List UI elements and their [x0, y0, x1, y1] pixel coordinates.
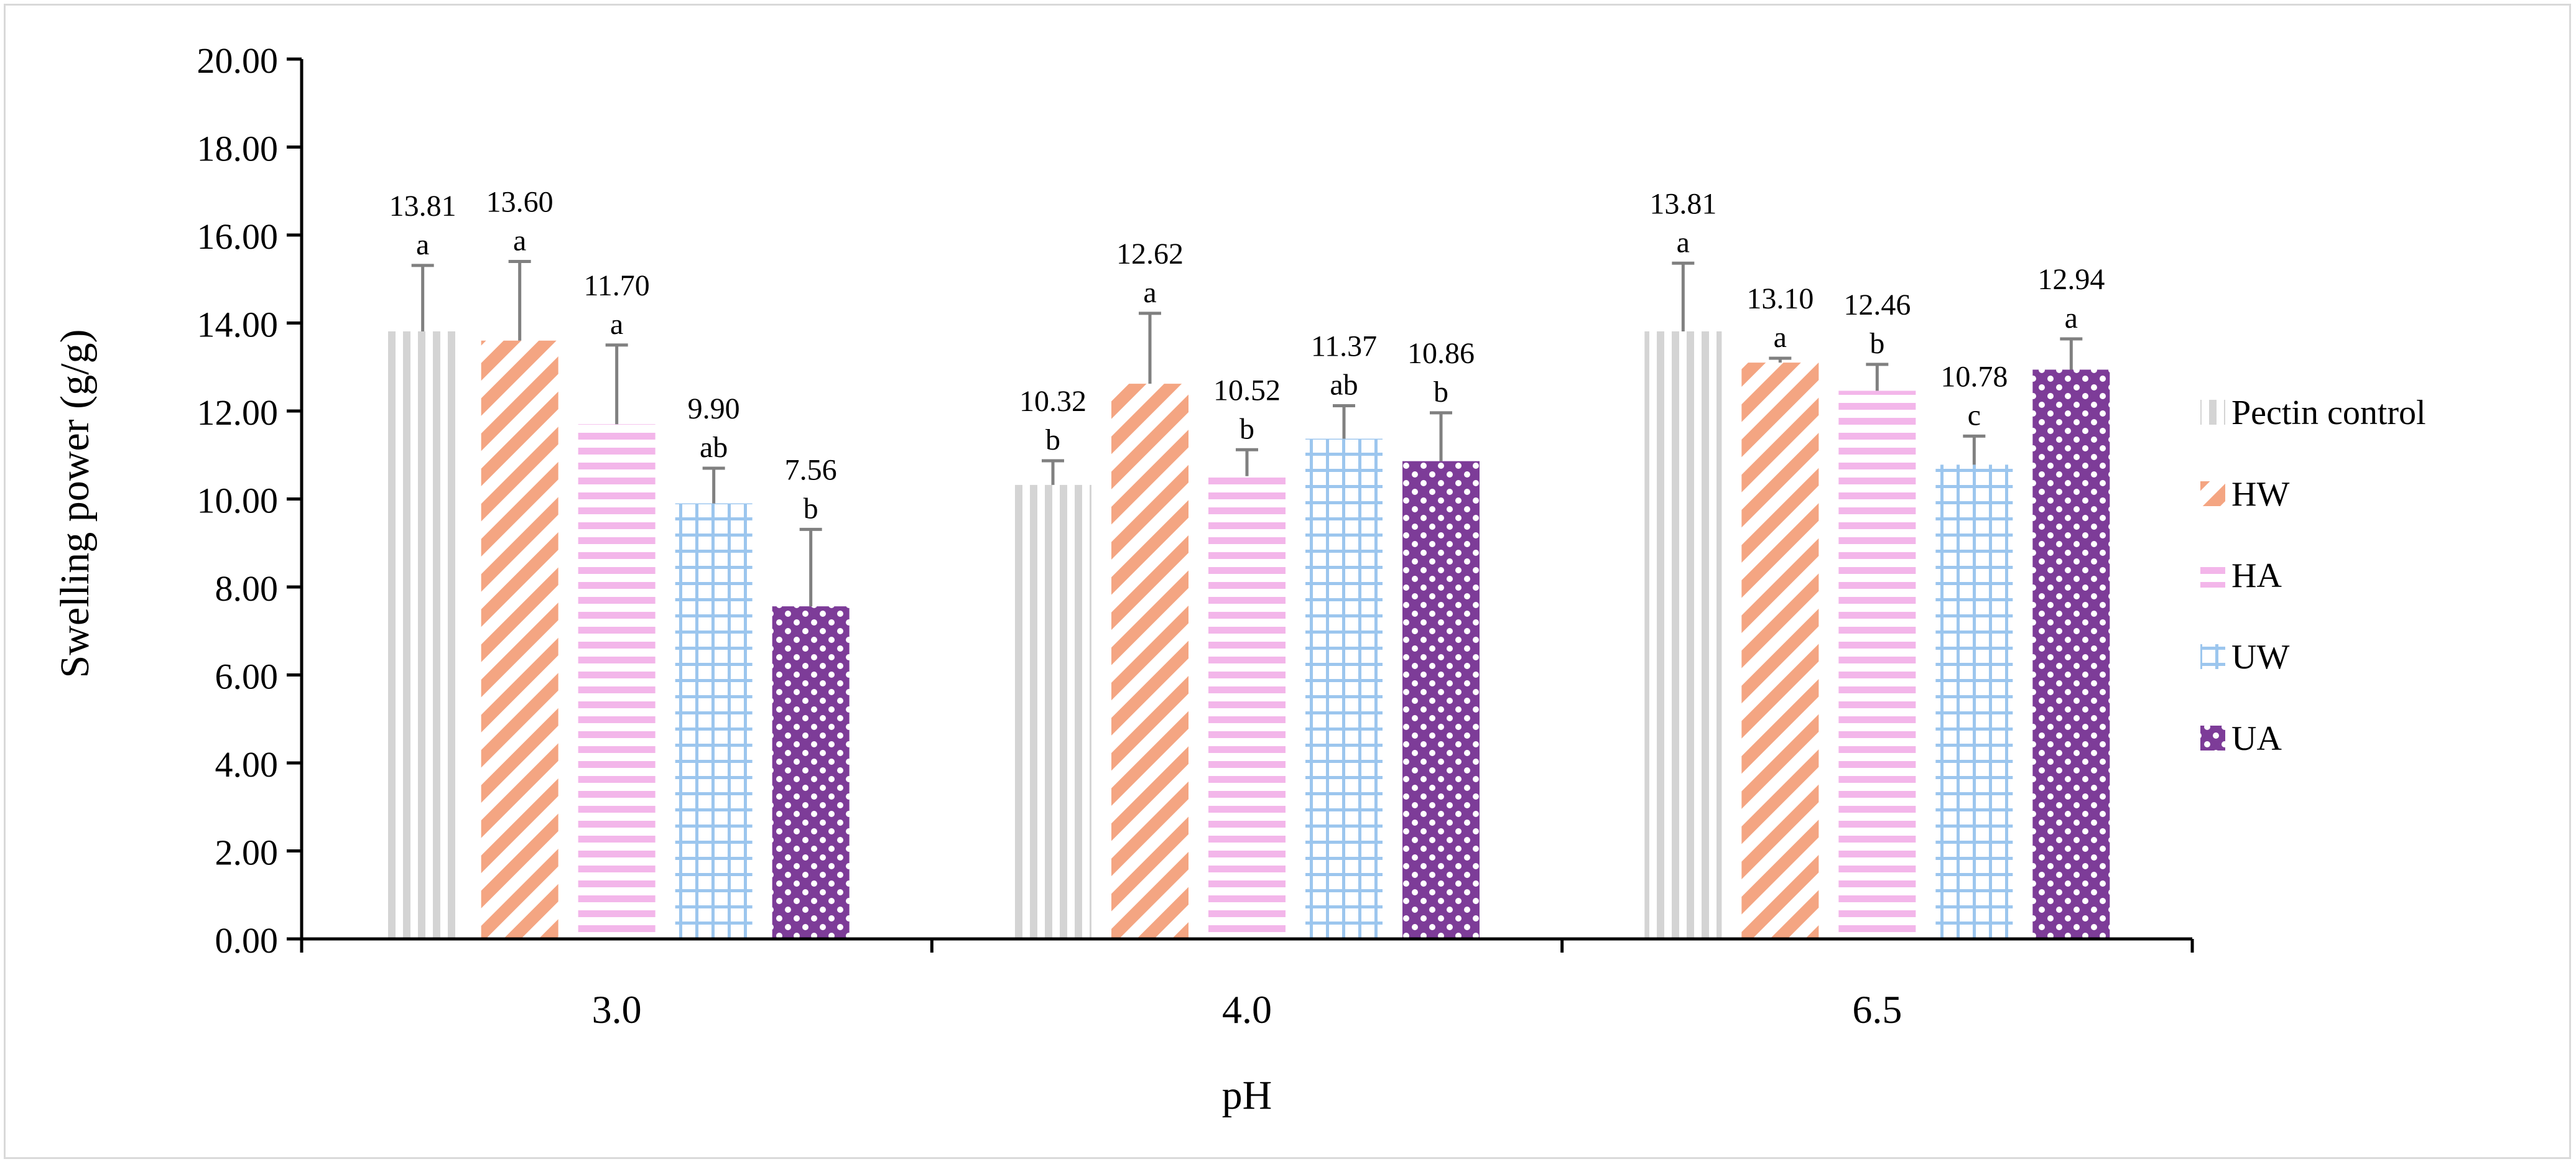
significance-letter: a — [1677, 226, 1690, 259]
bar-ua-6.5 — [2032, 369, 2110, 939]
bar-ha-4.0 — [1208, 476, 1286, 939]
value-label: 12.94 — [2037, 263, 2105, 296]
bar-pectin-control-4.0 — [1014, 484, 1091, 939]
bar-ha-3.0 — [578, 424, 656, 939]
value-label: 12.62 — [1116, 238, 1184, 270]
significance-letter: a — [2065, 302, 2078, 335]
significance-letter: a — [1143, 276, 1156, 309]
value-label: 10.78 — [1940, 360, 2008, 393]
legend: Pectin control HW HA UW UA — [2200, 394, 2426, 758]
value-label: 13.10 — [1746, 282, 1814, 315]
legend-swatch — [2200, 400, 2225, 425]
value-label: 11.37 — [1311, 330, 1377, 363]
value-label: 7.56 — [785, 453, 837, 486]
legend-swatch — [2200, 481, 2225, 506]
y-tick-label: 2.00 — [215, 833, 279, 873]
bar-hw-3.0 — [481, 340, 558, 939]
significance-letter: b — [1045, 423, 1060, 456]
legend-label: UW — [2231, 638, 2289, 677]
y-tick-label: 8.00 — [215, 568, 279, 609]
x-tick-label: 6.5 — [1852, 987, 1902, 1032]
significance-letter: b — [1869, 327, 1884, 360]
significance-letter: b — [1239, 412, 1254, 445]
y-tick-label: 18.00 — [197, 129, 279, 169]
y-tick-label: 14.00 — [197, 305, 279, 345]
y-tick-label: 6.00 — [215, 657, 279, 697]
y-tick-label: 4.00 — [215, 744, 279, 785]
legend-swatch — [2200, 726, 2225, 751]
value-label: 13.81 — [389, 190, 456, 223]
bars-layer — [384, 331, 2110, 939]
x-tick-label: 4.0 — [1222, 987, 1272, 1032]
bar-uw-3.0 — [675, 503, 753, 939]
bar-ua-3.0 — [772, 606, 850, 939]
bar-uw-6.5 — [1935, 464, 2013, 939]
legend-label: HA — [2231, 557, 2282, 595]
value-label: 11.70 — [584, 269, 650, 302]
value-label: 10.32 — [1019, 385, 1086, 418]
legend-swatch — [2200, 644, 2225, 669]
y-tick-label: 20.00 — [197, 40, 279, 81]
x-axis-ticks: 3.0 4.0 6.5 — [300, 939, 2194, 1032]
significance-letter: c — [1968, 399, 1981, 432]
error-bars-layer — [411, 259, 2083, 607]
x-tick-label: 3.0 — [592, 987, 642, 1032]
significance-letter: b — [804, 492, 818, 525]
y-tick-label: 0.00 — [215, 920, 279, 961]
legend-label: UA — [2231, 719, 2282, 758]
value-label: 12.46 — [1843, 289, 1911, 321]
value-label: 9.90 — [688, 392, 740, 425]
bar-hw-6.5 — [1741, 363, 1819, 939]
bar-ua-4.0 — [1402, 461, 1480, 939]
value-label: 13.60 — [486, 185, 554, 218]
y-tick-label: 12.00 — [197, 392, 279, 433]
value-labels-layer: a 13.81 b 10.32 a 13.81 a 13.60 a 12.62 a 13.10 a 11.… — [389, 185, 2105, 525]
significance-letter: a — [1774, 321, 1787, 354]
value-label: 10.52 — [1213, 374, 1281, 407]
legend-swatch — [2200, 563, 2225, 588]
significance-letter: ab — [1330, 369, 1358, 402]
bar-pectin-control-3.0 — [384, 331, 461, 939]
y-tick-label: 16.00 — [197, 216, 279, 257]
bar-pectin-control-6.5 — [1644, 331, 1722, 939]
bar-hw-4.0 — [1111, 384, 1188, 939]
significance-letter: ab — [700, 431, 728, 464]
significance-letter: a — [610, 308, 623, 341]
value-label: 10.86 — [1407, 337, 1475, 370]
significance-letter: a — [513, 224, 526, 257]
significance-letter: b — [1434, 376, 1448, 409]
bar-ha-6.5 — [1838, 390, 1916, 939]
significance-letter: a — [416, 228, 429, 261]
bar-uw-4.0 — [1305, 438, 1383, 939]
legend-label: Pectin control — [2231, 394, 2426, 432]
value-label: 13.81 — [1649, 187, 1717, 220]
y-axis-ticks: 0.00 2.00 4.00 6.00 8.00 10.00 12.00 14.00 16.00… — [197, 40, 302, 961]
y-tick-label: 10.00 — [197, 481, 279, 521]
y-axis-title: Swelling power (g/g) — [52, 330, 98, 678]
x-axis-title: pH — [1222, 1073, 1272, 1118]
legend-label: HW — [2231, 475, 2289, 514]
